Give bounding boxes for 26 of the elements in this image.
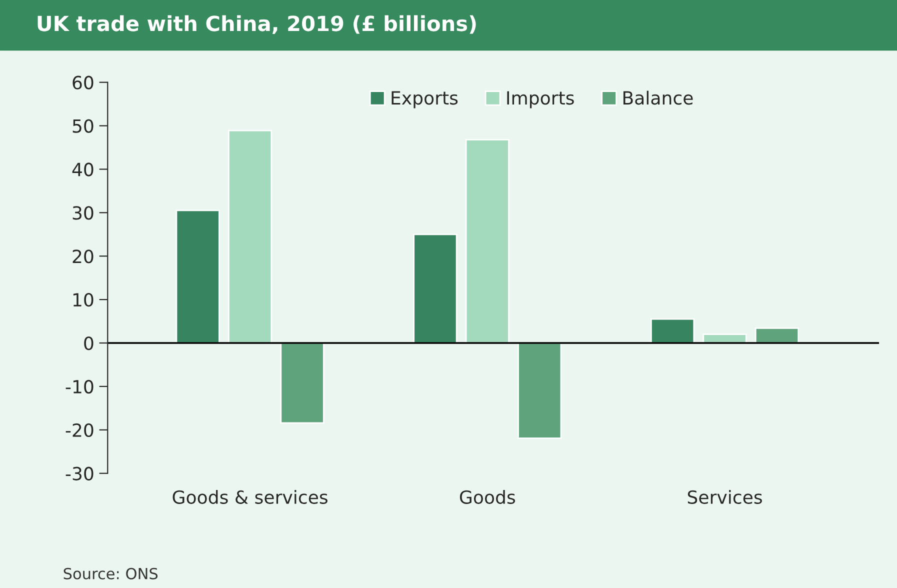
y-tick-label: 10 (73, 293, 94, 307)
legend-label: Imports (507, 91, 574, 108)
bar (176, 210, 220, 344)
chart-title: UK trade with China, 2019 (£ billions) (38, 15, 476, 34)
bar (754, 328, 800, 344)
y-tick-label: -20 (66, 423, 94, 438)
bar (228, 130, 272, 344)
y-tick-label: 40 (72, 162, 94, 176)
y-tick-label: -10 (66, 380, 94, 394)
bar (413, 234, 458, 344)
bar (465, 138, 510, 344)
x-tick-label: Goods & services (172, 490, 328, 504)
y-tick-label: 50 (72, 119, 94, 133)
source-note: Source: ONS (64, 568, 158, 580)
legend-label: Balance (623, 90, 693, 105)
y-tick-label: 0 (84, 336, 94, 350)
y-tick-label: -30 (66, 466, 94, 480)
legend-label: Exports (392, 91, 458, 108)
y-tick-label: 20 (72, 250, 94, 264)
x-tick-label: Goods (460, 490, 516, 504)
y-tick-label: 30 (72, 206, 94, 220)
bar (280, 342, 324, 424)
bar (518, 342, 562, 439)
x-tick-label: Services (688, 490, 762, 504)
y-tick-label: 60 (72, 76, 94, 90)
bar (650, 318, 695, 344)
